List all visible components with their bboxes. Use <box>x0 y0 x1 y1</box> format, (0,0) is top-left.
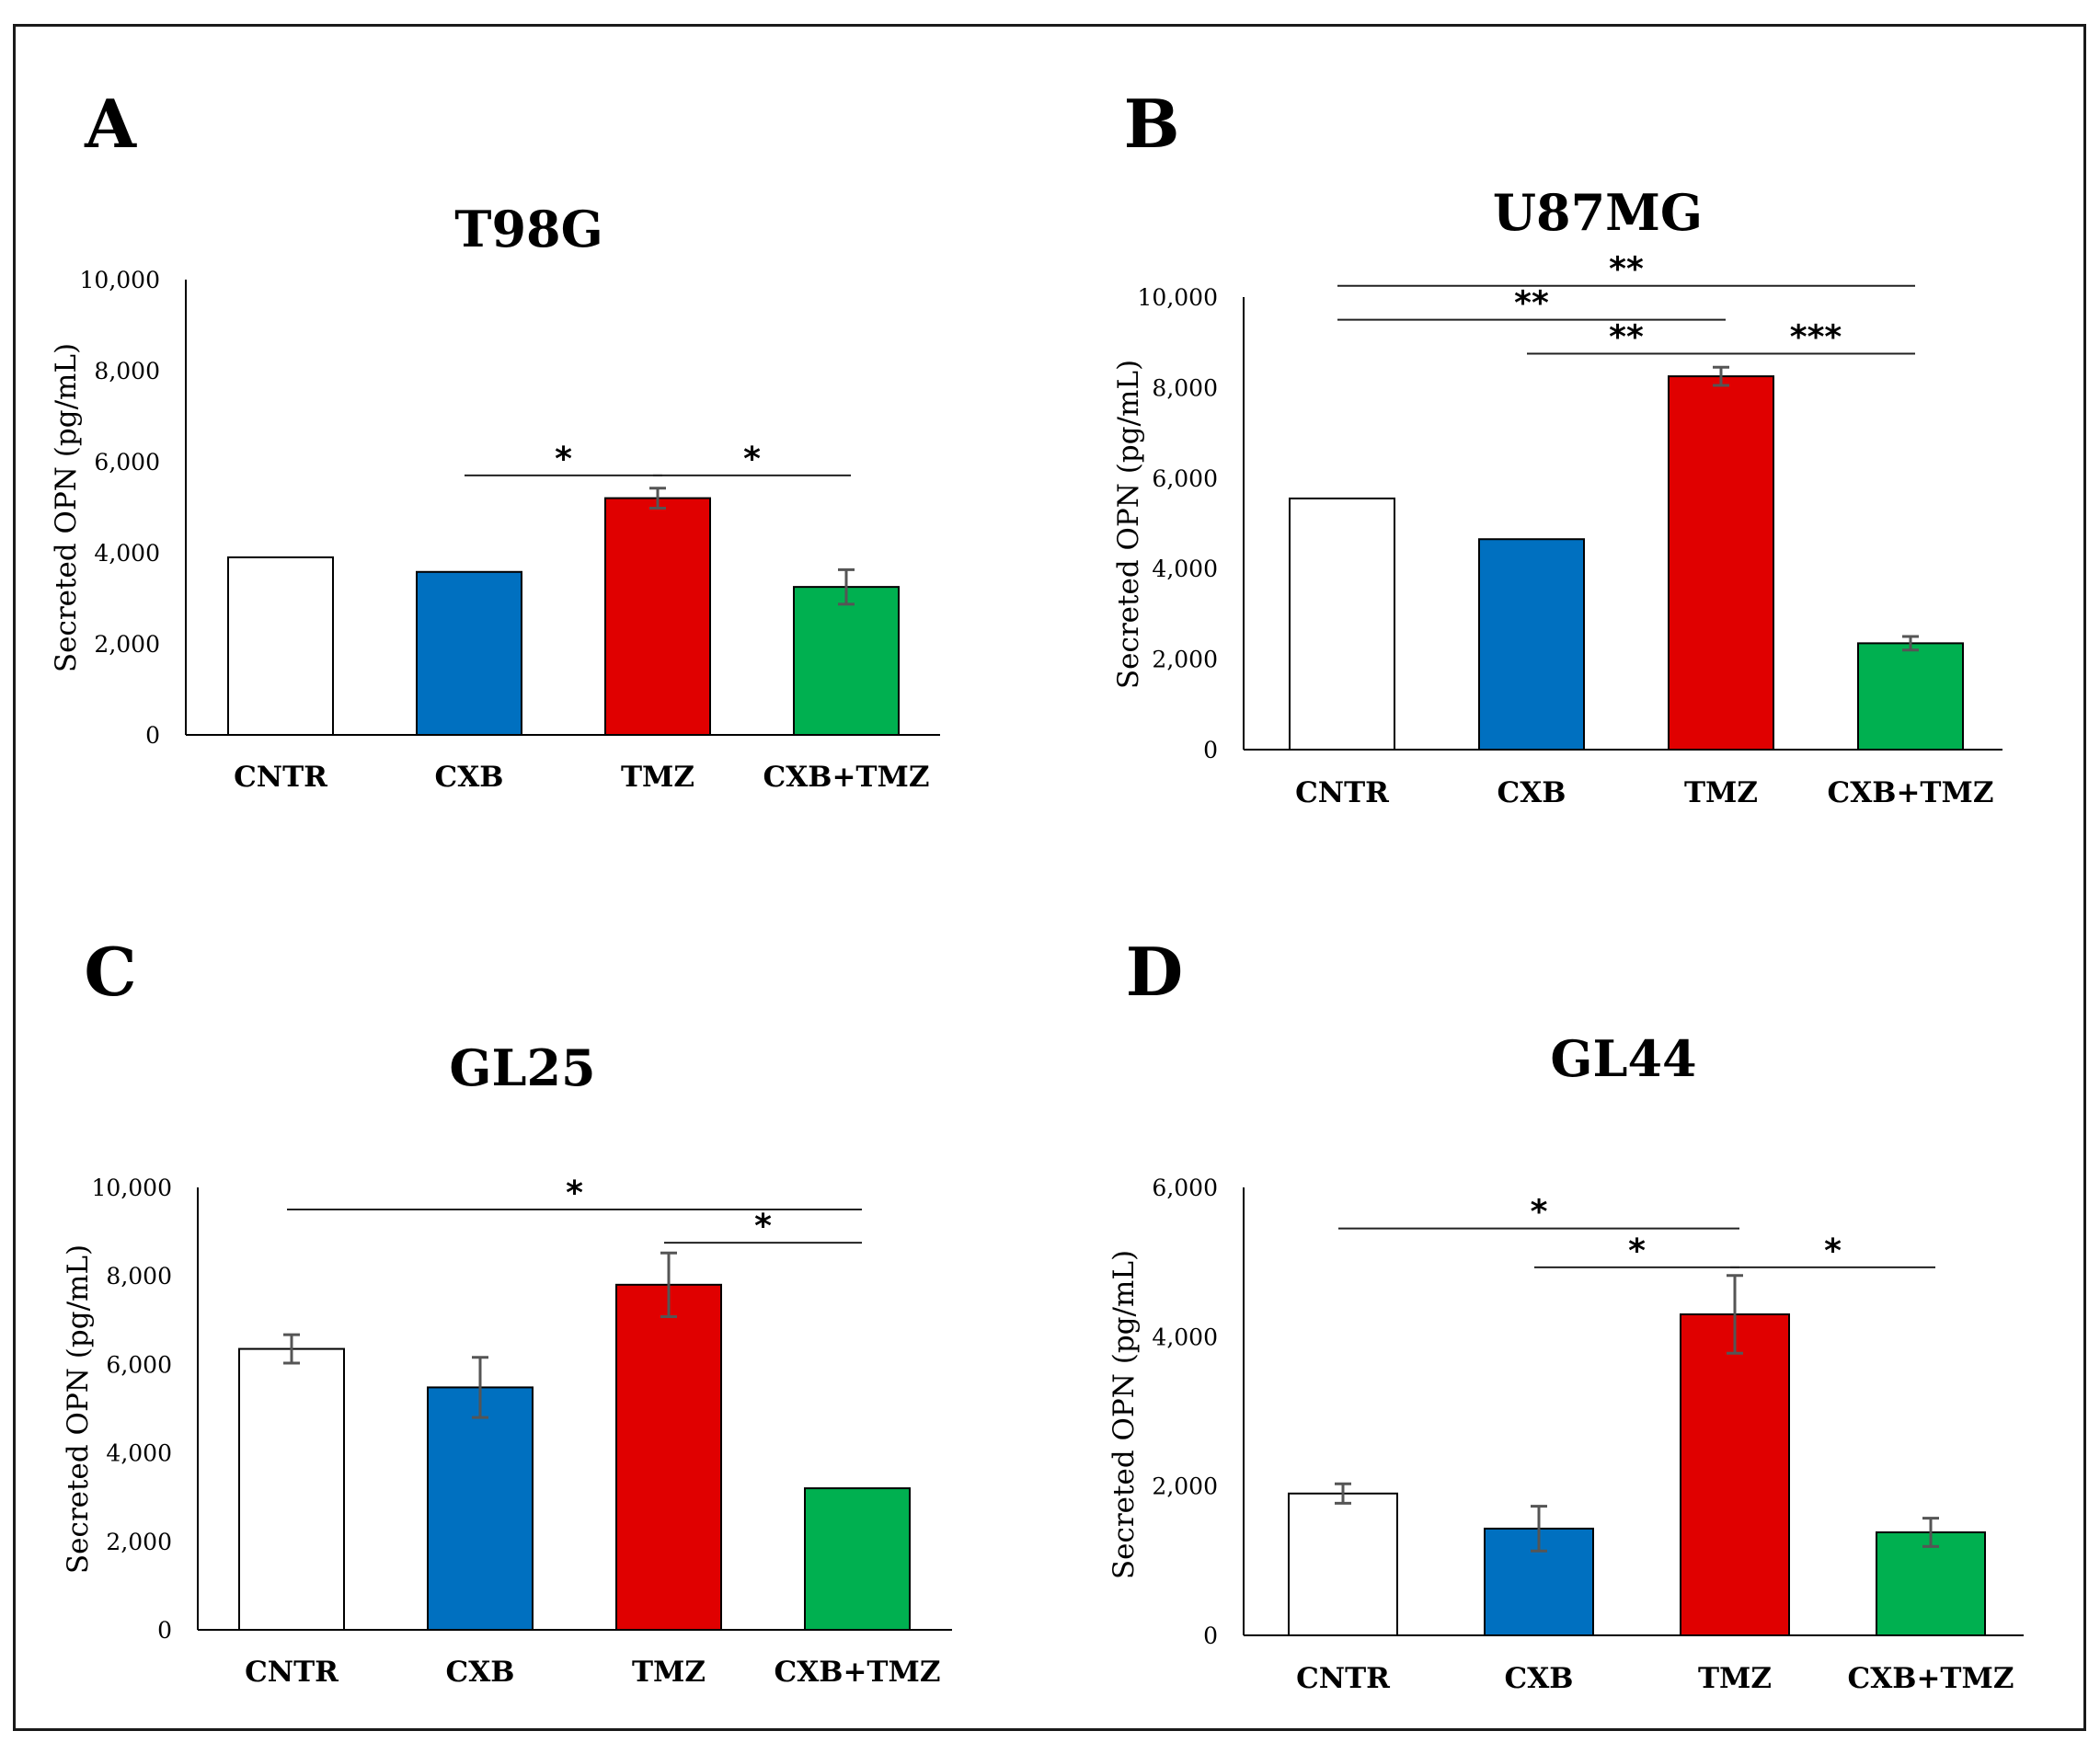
y-tick-label: 8,000 <box>106 1263 172 1290</box>
y-axis-label: Secreted OPN (pg/mL) <box>62 1244 95 1574</box>
x-tick-label: TMZ <box>632 1656 706 1689</box>
x-tick-label: CXB <box>1498 776 1566 809</box>
figure-border <box>13 24 2086 1731</box>
significance-marker: *** <box>1790 319 1842 357</box>
y-tick-label: 8,000 <box>1152 374 1218 401</box>
y-tick-label: 6,000 <box>94 449 160 476</box>
chart-title: U87MG <box>1493 183 1703 242</box>
y-tick-label: 0 <box>157 1617 172 1644</box>
x-tick-label: TMZ <box>1684 776 1758 809</box>
chart-title: GL25 <box>449 1038 595 1097</box>
chart-title: T98G <box>454 200 602 258</box>
error-bar <box>1335 1482 1351 1505</box>
error-bar <box>1727 1274 1743 1355</box>
y-axis-label: Secreted OPN (pg/mL) <box>1107 1250 1141 1579</box>
y-tick-label: 10,000 <box>80 267 160 293</box>
y-tick-label: 0 <box>1203 1622 1218 1649</box>
bar-tmz <box>604 497 711 736</box>
bar-tmz <box>1668 375 1774 751</box>
significance-marker: * <box>555 441 572 478</box>
bar-cntr <box>1288 1492 1398 1636</box>
bar-cxb <box>416 570 522 736</box>
y-tick-label: 10,000 <box>1138 284 1218 311</box>
significance-marker: ** <box>1609 319 1644 357</box>
significance-marker: * <box>1531 1194 1548 1232</box>
y-tick-label: 4,000 <box>1152 556 1218 582</box>
x-tick-label: CNTR <box>1295 776 1389 809</box>
bar-cxb <box>427 1386 534 1631</box>
y-tick-label: 2,000 <box>94 631 160 658</box>
x-tick-label: CNTR <box>234 761 327 794</box>
significance-marker: ** <box>1609 251 1644 289</box>
y-tick-label: 2,000 <box>1152 647 1218 673</box>
panel-letter: A <box>84 85 137 163</box>
error-bar <box>283 1333 300 1365</box>
significance-marker: * <box>1824 1232 1842 1270</box>
bar-cntr <box>227 556 334 737</box>
significance-marker: * <box>754 1208 772 1245</box>
x-tick-label: CXB+TMZ <box>775 1656 941 1689</box>
error-bar <box>1922 1517 1939 1548</box>
bar-cxb-tmz <box>804 1487 911 1631</box>
significance-marker: * <box>566 1175 583 1212</box>
chart-panel-c: C GL25 Secreted OPN (pg/mL) 0 2,000 4,000 6,00… <box>62 933 952 1689</box>
x-tick-label: TMZ <box>1698 1662 1772 1695</box>
bar-cntr <box>1289 497 1395 751</box>
panel-letter: D <box>1126 933 1183 1011</box>
chart-title: GL44 <box>1550 1029 1696 1088</box>
y-tick-label: 4,000 <box>1152 1324 1218 1350</box>
x-tick-label: CXB+TMZ <box>763 761 930 794</box>
y-tick-label: 0 <box>145 722 160 749</box>
error-bar <box>1531 1505 1547 1553</box>
error-bar <box>649 487 666 510</box>
y-tick-label: 2,000 <box>106 1529 172 1555</box>
error-bar <box>472 1356 488 1419</box>
bar-cxb-tmz <box>1857 642 1964 751</box>
panel-letter: B <box>1124 85 1180 163</box>
error-bar <box>1902 635 1919 652</box>
bar-tmz <box>1680 1313 1790 1636</box>
significance-marker: * <box>1628 1232 1646 1270</box>
error-bar <box>1713 365 1729 387</box>
y-axis-label: Secreted OPN (pg/mL) <box>1112 360 1145 689</box>
x-tick-label: CNTR <box>245 1656 339 1689</box>
bar-cxb-tmz <box>793 586 900 736</box>
error-bar <box>660 1251 677 1318</box>
y-tick-label: 6,000 <box>1152 465 1218 492</box>
x-tick-label: CXB <box>1505 1662 1574 1695</box>
y-tick-label: 0 <box>1203 737 1218 763</box>
x-tick-label: CXB <box>435 761 504 794</box>
x-tick-label: CXB+TMZ <box>1848 1662 2014 1695</box>
chart-panel-a: A T98G Secreted OPN (pg/mL) 0 2,000 4,000 6,00… <box>50 85 940 794</box>
x-tick-label: CNTR <box>1296 1662 1390 1695</box>
error-bar <box>838 567 855 606</box>
bar-cntr <box>238 1347 345 1631</box>
bar-tmz <box>615 1283 722 1631</box>
y-tick-label: 6,000 <box>106 1351 172 1378</box>
chart-panel-b: B U87MG Secreted OPN (pg/mL) 0 2,000 4,000 6,0… <box>1112 85 2002 809</box>
y-tick-label: 2,000 <box>1152 1473 1218 1500</box>
x-tick-label: TMZ <box>621 761 694 794</box>
bar-cxb-tmz <box>1876 1530 1986 1636</box>
significance-marker: ** <box>1514 285 1549 323</box>
y-tick-label: 4,000 <box>94 540 160 567</box>
x-tick-label: CXB+TMZ <box>1828 776 1994 809</box>
y-tick-label: 4,000 <box>106 1440 172 1467</box>
significance-marker: * <box>743 441 761 478</box>
x-tick-label: CXB <box>446 1656 515 1689</box>
y-tick-label: 10,000 <box>92 1175 172 1201</box>
y-tick-label: 8,000 <box>94 358 160 384</box>
chart-panel-d: D GL44 Secreted OPN (pg/mL) 0 2,000 4,000 6,00… <box>1107 933 2024 1695</box>
y-axis-label: Secreted OPN (pg/mL) <box>50 343 83 672</box>
bar-cxb <box>1478 538 1585 751</box>
panel-letter: C <box>84 933 136 1011</box>
y-tick-label: 6,000 <box>1152 1175 1218 1201</box>
